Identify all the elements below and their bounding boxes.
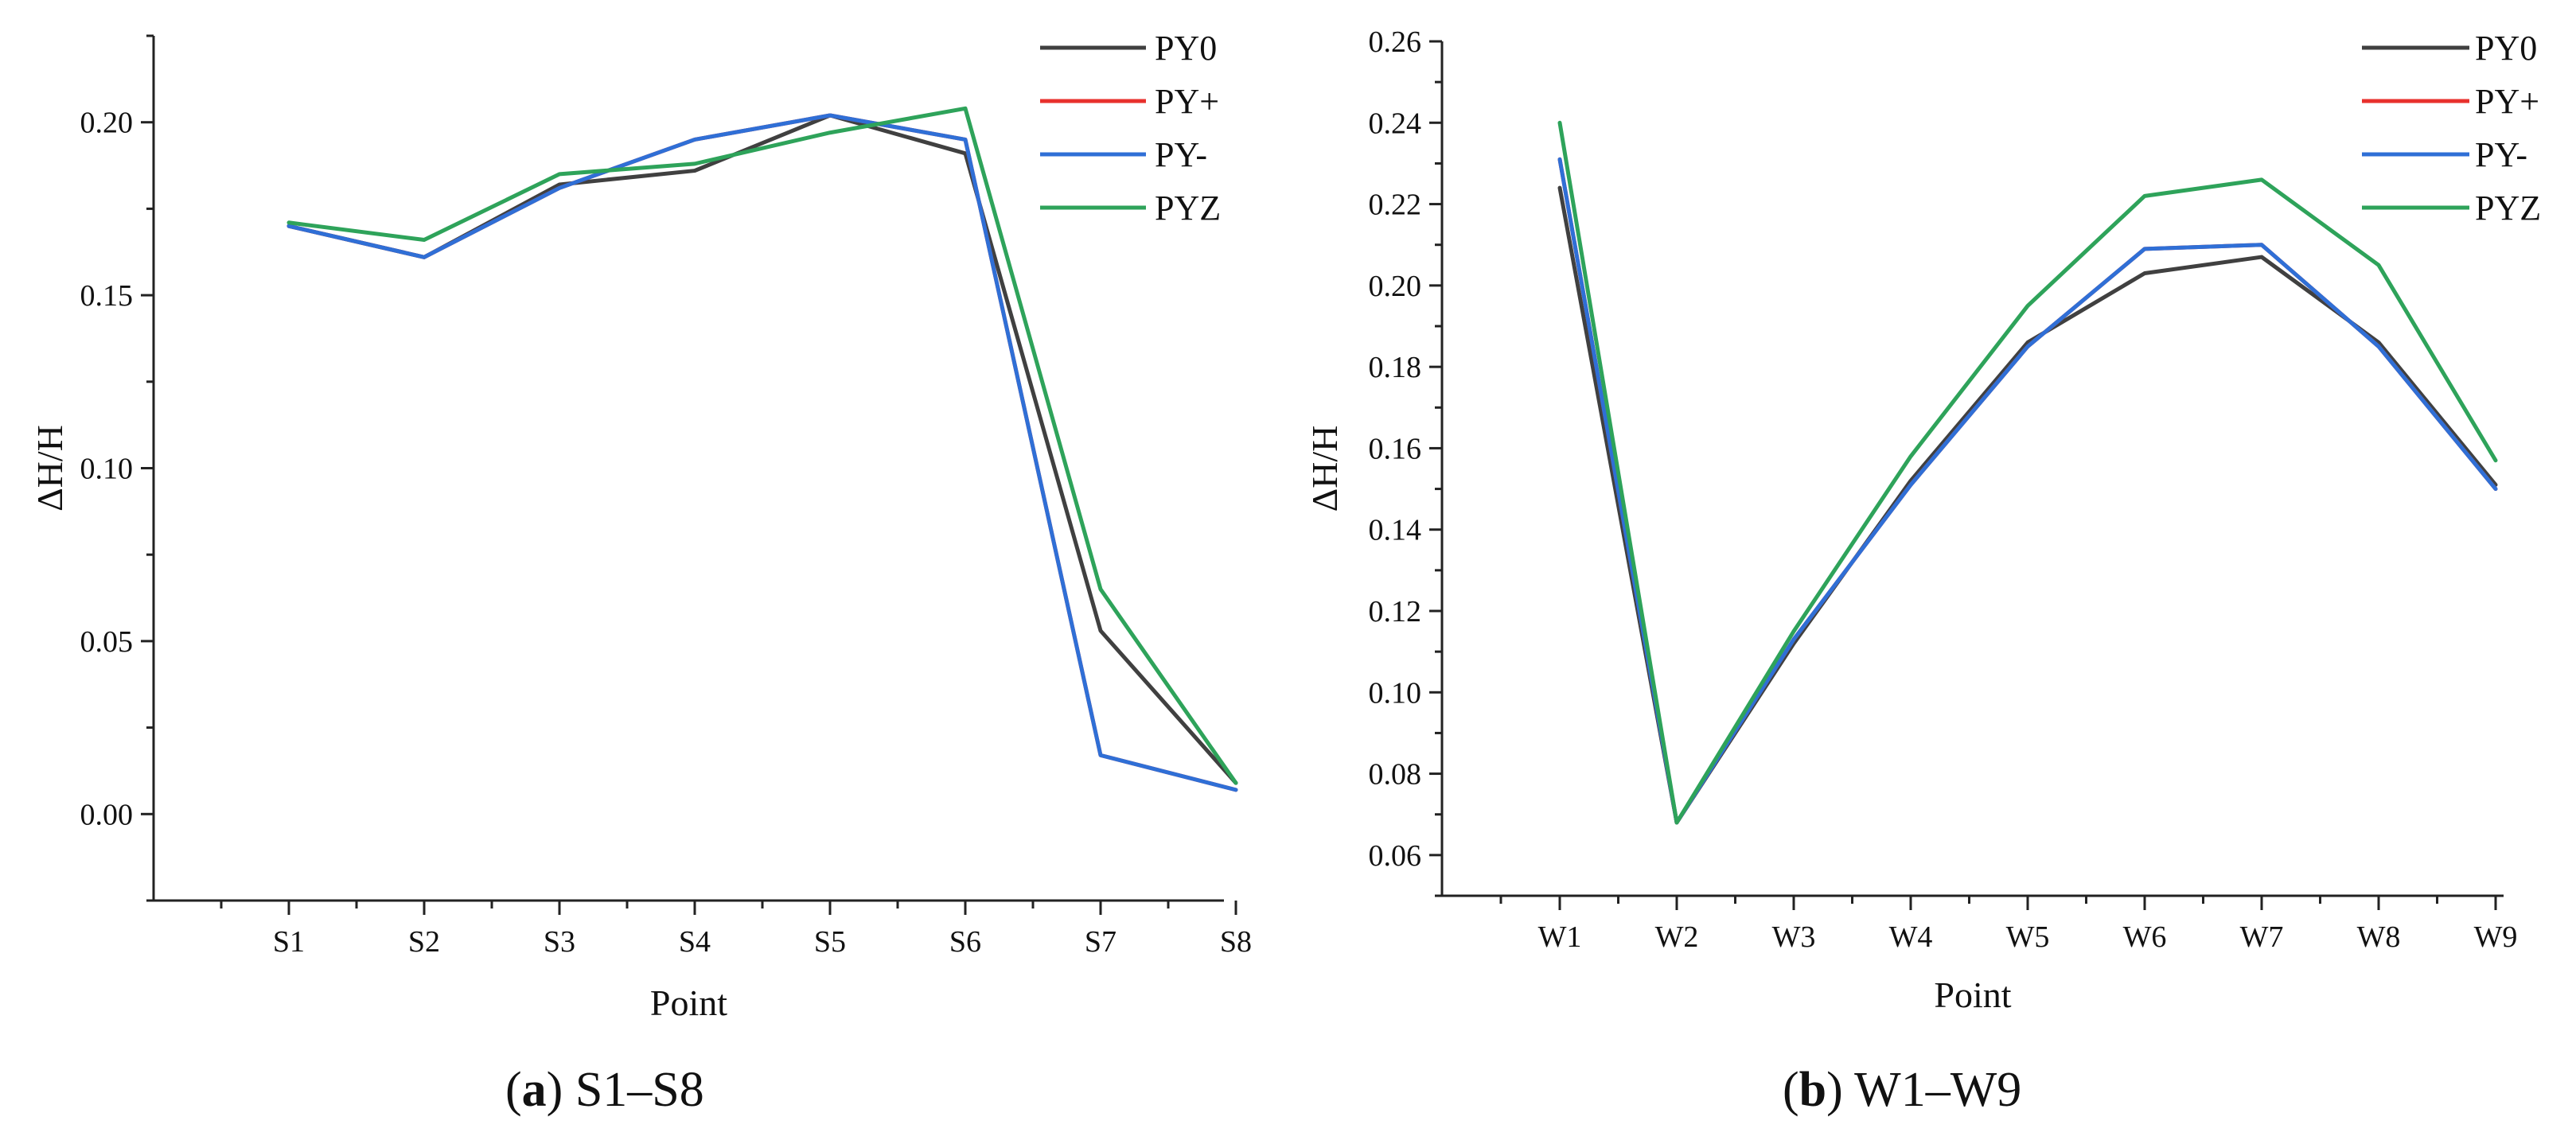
y-tick-label: 0.15 [80,279,134,313]
x-axis-title: Point [1934,975,2011,1015]
x-tick-label: S8 [1220,925,1252,959]
y-tick-label: 0.24 [1369,107,1422,140]
y-tick-label: 0.00 [80,798,134,831]
x-tick-label: S7 [1085,925,1117,959]
x-tick-label: W9 [2474,920,2518,954]
x-tick-label: W7 [2240,920,2284,954]
caption-text: S1–S8 [575,1063,704,1117]
y-tick-label: 0.10 [1369,676,1422,710]
y-axis-title: ΔH/H [29,425,70,512]
legend-label: PY- [1155,135,1207,174]
series-line-pyz [286,106,1238,785]
x-tick-label: W4 [1889,920,1933,954]
y-axis-title: ΔH/H [1304,426,1345,512]
x-tick-label: W5 [2006,920,2050,954]
panel-a-chart: 0.00 0.05 0.10 0.15 0.20 S1 S2 S3 S4 S5 S6 S7 S8 Poin… [29,29,1252,1117]
panel-b-chart: 0.06 0.08 0.10 0.12 0.14 0.16 0.18 0.20 0.22 0.24… [1304,25,2541,1117]
series-line-pyz [1557,120,2498,825]
y-tick-label: 0.20 [80,107,134,140]
x-tick-label: W6 [2123,920,2167,954]
series-line-pyminus [286,113,1238,792]
y-tick-label: 0.26 [1369,25,1422,59]
caption-paren-open: ( [1783,1063,1799,1117]
legend-label: PY+ [1155,82,1219,121]
x-tick-label: W3 [1772,920,1816,954]
legend: PY0 PY+ PY- PYZ [2362,29,2541,228]
y-tick-label: 0.14 [1369,514,1422,547]
legend-label: PY0 [2475,29,2537,68]
y-tick-label: 0.05 [80,625,134,659]
x-tick-label: W8 [2357,920,2401,954]
series-line-pyplus [1557,157,2498,825]
y-tick-label: 0.08 [1369,758,1422,792]
y-tick-label: 0.16 [1369,432,1422,465]
legend-label: PY- [2475,135,2527,174]
legend-label: PYZ [2475,189,2541,228]
caption: (b) W1–W9 [1783,1063,2021,1117]
y-tick-label: 0.20 [1369,270,1422,303]
series-line-pyplus [286,113,1238,792]
x-tick-label: W1 [1538,920,1582,954]
legend-label: PYZ [1155,189,1221,228]
caption-paren-open: ( [505,1063,522,1117]
x-tick-label: W2 [1655,920,1699,954]
y-tick-label: 0.12 [1369,595,1422,628]
x-tick-label: S2 [408,925,440,959]
caption-paren-close: ) [547,1063,575,1117]
caption-letter: a [522,1063,547,1117]
y-tick-label: 0.06 [1369,839,1422,873]
legend-label: PY+ [2475,82,2539,121]
legend: PY0 PY+ PY- PYZ [1040,29,1221,228]
legend-label: PY0 [1155,29,1217,68]
y-tick-label: 0.22 [1369,189,1422,222]
series-line-py0 [1557,185,2498,825]
x-tick-label: S5 [814,925,846,959]
x-tick-label: S1 [273,925,305,959]
series-line-py0 [286,113,1238,785]
caption-letter: b [1799,1063,1826,1117]
caption-text: W1–W9 [1854,1063,2021,1117]
x-axis-title: Point [650,982,727,1023]
y-tick-label: 0.18 [1369,351,1422,384]
caption-paren-close: ) [1826,1063,1854,1117]
x-tick-label: S6 [949,925,981,959]
y-tick-label: 0.10 [80,453,134,486]
caption: (a) S1–S8 [505,1063,704,1117]
x-tick-label: S4 [679,925,711,959]
x-tick-label: S3 [544,925,575,959]
series-line-pyminus [1557,157,2498,825]
